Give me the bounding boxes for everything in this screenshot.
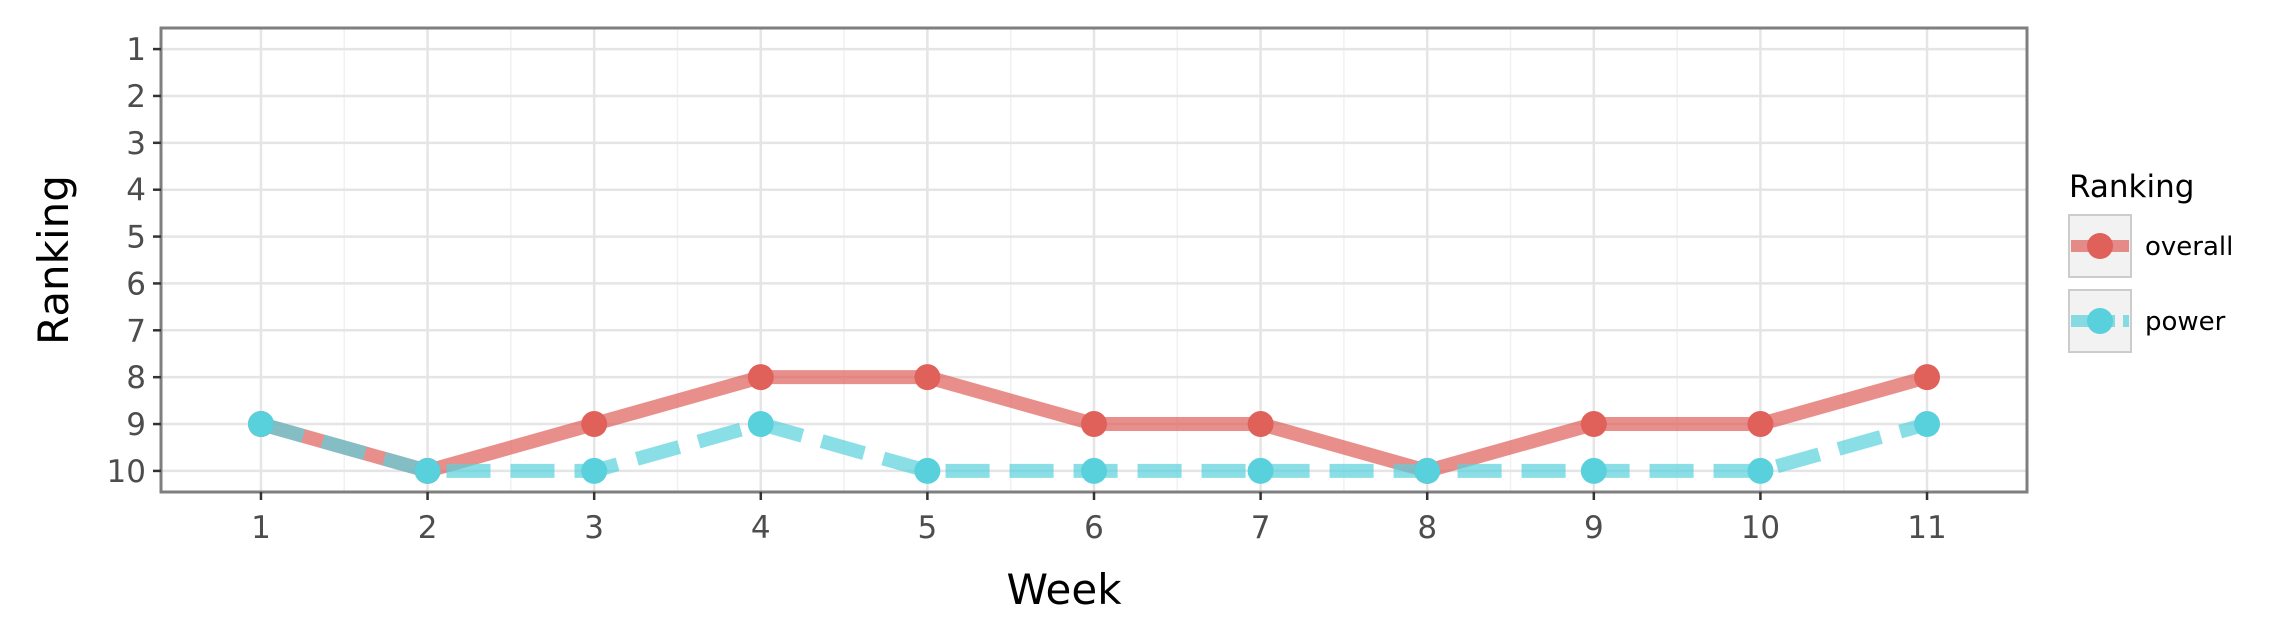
x-tick-label: 5	[918, 510, 938, 546]
y-tick-label: 4	[126, 173, 146, 209]
data-point-overall	[1914, 364, 1941, 391]
data-point-overall	[747, 364, 774, 391]
x-tick-label: 8	[1417, 510, 1437, 546]
legend-key-point-power	[2087, 308, 2113, 334]
data-point-overall	[914, 364, 941, 391]
data-point-overall	[581, 411, 608, 438]
data-point-power	[1580, 457, 1607, 484]
legend-label-power: power	[2145, 307, 2226, 337]
legend: Ranking overall power	[2068, 169, 2233, 353]
y-axis: 1 2 3 4 5 6 7 8 9 10	[107, 32, 161, 490]
data-point-power	[1247, 457, 1274, 484]
data-point-power	[581, 457, 608, 484]
data-point-power	[1914, 411, 1941, 438]
x-tick-label: 3	[584, 510, 604, 546]
data-point-overall	[1747, 411, 1774, 438]
x-axis-title: Week	[1006, 565, 1122, 614]
data-point-overall	[1247, 411, 1274, 438]
x-tick-label: 10	[1741, 510, 1780, 546]
x-tick-label: 6	[1084, 510, 1104, 546]
x-axis: 1 2 3 4 5 6 7 8 9 10 11	[251, 492, 1947, 546]
series-points	[247, 364, 1941, 484]
x-tick-label: 1	[251, 510, 271, 546]
y-tick-label: 1	[126, 32, 146, 68]
data-point-overall	[1580, 411, 1607, 438]
y-tick-label: 7	[126, 313, 146, 349]
x-tick-label: 11	[1907, 510, 1946, 546]
y-tick-label: 2	[126, 79, 146, 115]
data-point-power	[247, 411, 274, 438]
x-tick-label: 9	[1584, 510, 1604, 546]
data-point-power	[1081, 457, 1107, 484]
y-tick-label: 3	[126, 126, 146, 162]
y-tick-label: 5	[126, 220, 146, 256]
data-point-power	[747, 411, 774, 438]
data-point-power	[1747, 457, 1774, 484]
data-point-power	[914, 457, 941, 484]
x-tick-label: 2	[418, 510, 438, 546]
data-point-power	[1414, 457, 1441, 484]
y-axis-title: Ranking	[29, 175, 78, 345]
y-tick-label: 8	[126, 360, 146, 396]
y-tick-label: 9	[126, 407, 146, 443]
legend-label-overall: overall	[2145, 232, 2233, 262]
y-tick-label: 6	[126, 266, 146, 302]
legend-key-point-overall	[2087, 233, 2113, 259]
data-point-overall	[1081, 411, 1107, 438]
y-tick-label: 10	[107, 454, 146, 490]
data-point-power	[414, 457, 441, 484]
x-tick-label: 7	[1251, 510, 1271, 546]
legend-title: Ranking	[2069, 169, 2194, 205]
x-tick-label: 4	[751, 510, 771, 546]
